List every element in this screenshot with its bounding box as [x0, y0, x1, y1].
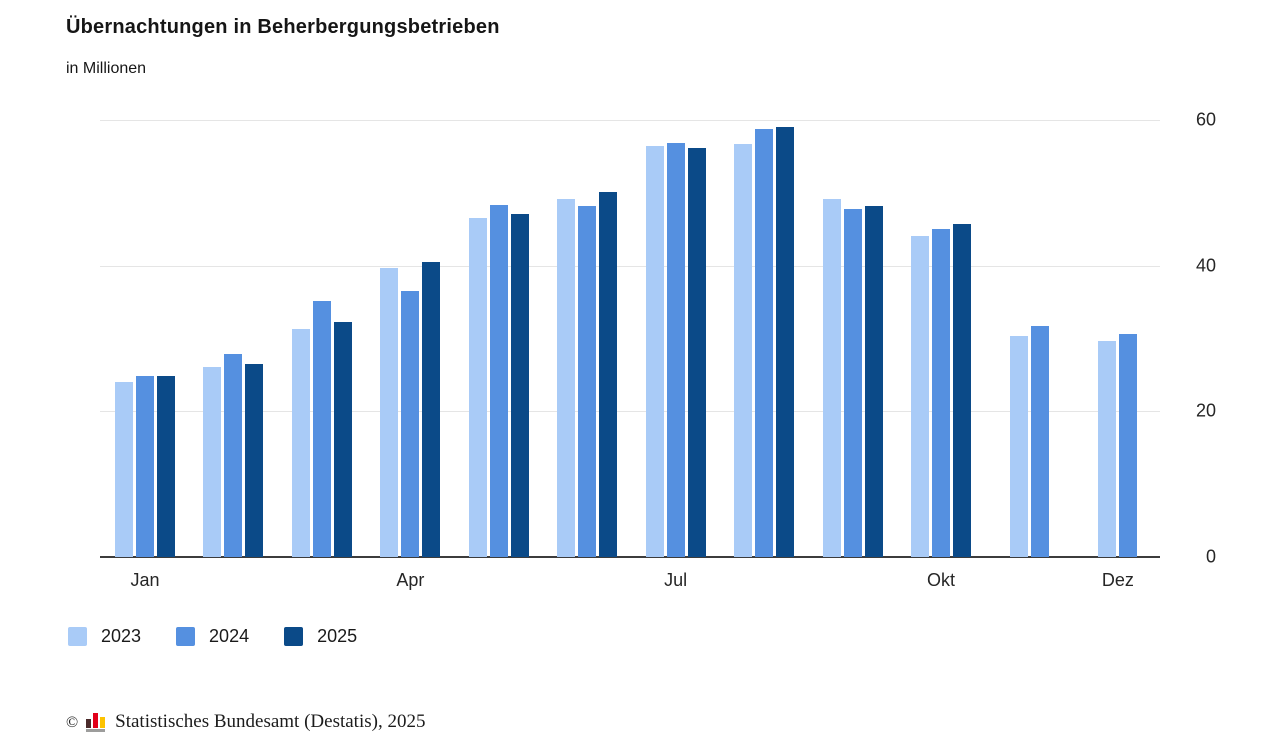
x-tick-label-okt: Okt: [926, 570, 956, 590]
bar-2023-aug[interactable]: [734, 144, 753, 557]
bar-2023-mär[interactable]: [291, 329, 310, 557]
chart-subtitle: in Millionen: [66, 60, 147, 77]
bar-2023-apr[interactable]: [380, 267, 399, 557]
bar-group-dez: [1098, 334, 1138, 557]
gridline-20: [100, 411, 1160, 413]
bar-group-nov: [1009, 326, 1049, 557]
bar-2025-jan[interactable]: [157, 375, 175, 557]
bar-group-aug: [734, 126, 795, 557]
destatis-bar-chart-logo-icon: [86, 713, 106, 732]
chart-legend: 2023 2024 2025: [68, 626, 357, 647]
bar-group-jan: [115, 375, 175, 557]
bar-2024-aug[interactable]: [755, 128, 774, 557]
bar-group-feb: [203, 353, 264, 557]
bar-2025-feb[interactable]: [245, 364, 264, 557]
bar-group-jun: [557, 192, 618, 557]
bar-2024-sep[interactable]: [843, 208, 862, 557]
bar-2023-mai[interactable]: [468, 217, 487, 557]
bar-2025-aug[interactable]: [776, 126, 795, 557]
legend-label-2025: 2025: [317, 626, 358, 646]
bar-2023-sep[interactable]: [822, 198, 841, 557]
x-tick-label-apr: Apr: [396, 570, 425, 590]
legend-swatch-2024: [176, 627, 196, 646]
legend-swatch-2025: [284, 627, 304, 646]
bar-group-mai: [468, 204, 529, 557]
source-text: Statistisches Bundesamt (Destatis), 2025: [115, 711, 426, 732]
bar-2025-sep[interactable]: [864, 205, 883, 557]
bar-2024-apr[interactable]: [401, 291, 420, 557]
bar-group-jul: [645, 142, 706, 557]
y-tick-label-60: 60: [1195, 109, 1216, 130]
source-footer: © Statistisches Bundesamt (Destatis), 20…: [66, 710, 425, 733]
legend-item-2024[interactable]: 2024: [176, 626, 249, 647]
bar-2024-dez[interactable]: [1119, 334, 1138, 557]
y-tick-label-0: 0: [1205, 546, 1216, 567]
bar-2025-jun[interactable]: [599, 192, 618, 557]
legend-label-2023: 2023: [101, 626, 142, 646]
legend-swatch-2023: [68, 627, 87, 646]
bar-2024-okt[interactable]: [932, 229, 950, 557]
bar-2023-nov[interactable]: [1009, 336, 1028, 557]
bar-2023-okt[interactable]: [911, 235, 929, 557]
bar-2024-mai[interactable]: [489, 204, 508, 557]
bar-2023-jun[interactable]: [557, 198, 576, 557]
bar-2023-jul[interactable]: [645, 146, 664, 557]
bar-group-mär: [291, 300, 352, 557]
x-axis-baseline: [100, 556, 1160, 558]
bar-group-okt: [911, 224, 971, 557]
bar-2024-jul[interactable]: [666, 142, 685, 557]
bar-2025-mär[interactable]: [333, 321, 352, 557]
bar-2024-nov[interactable]: [1030, 326, 1049, 557]
bar-2024-jan[interactable]: [136, 375, 154, 557]
gridline-40: [100, 265, 1160, 267]
bar-group-sep: [822, 198, 883, 557]
bar-2025-apr[interactable]: [422, 262, 441, 557]
y-tick-label-40: 40: [1195, 255, 1216, 276]
bar-2023-feb[interactable]: [203, 366, 222, 557]
bar-2024-feb[interactable]: [224, 353, 243, 557]
bar-2025-okt[interactable]: [953, 224, 971, 557]
plot-area: [100, 120, 1160, 558]
bar-2023-jan[interactable]: [115, 382, 133, 557]
bar-2025-jul[interactable]: [687, 147, 706, 557]
x-tick-label-jan: Jan: [130, 570, 160, 590]
legend-label-2024: 2024: [209, 626, 250, 646]
legend-item-2025[interactable]: 2025: [284, 626, 357, 647]
chart-title: Übernachtungen in Beherbergungsbetrieben: [66, 16, 500, 38]
x-tick-label-dez: Dez: [1101, 570, 1134, 590]
bar-2024-jun[interactable]: [578, 205, 597, 557]
copyright-symbol: ©: [66, 714, 79, 731]
gridline-60: [100, 120, 1160, 121]
bar-2023-dez[interactable]: [1098, 340, 1117, 557]
bar-2024-mär[interactable]: [312, 300, 331, 557]
legend-item-2023[interactable]: 2023: [68, 626, 141, 647]
bar-2025-mai[interactable]: [510, 213, 529, 557]
y-tick-label-20: 20: [1195, 400, 1216, 421]
x-tick-label-jul: Jul: [664, 570, 688, 590]
bar-group-apr: [380, 262, 441, 557]
